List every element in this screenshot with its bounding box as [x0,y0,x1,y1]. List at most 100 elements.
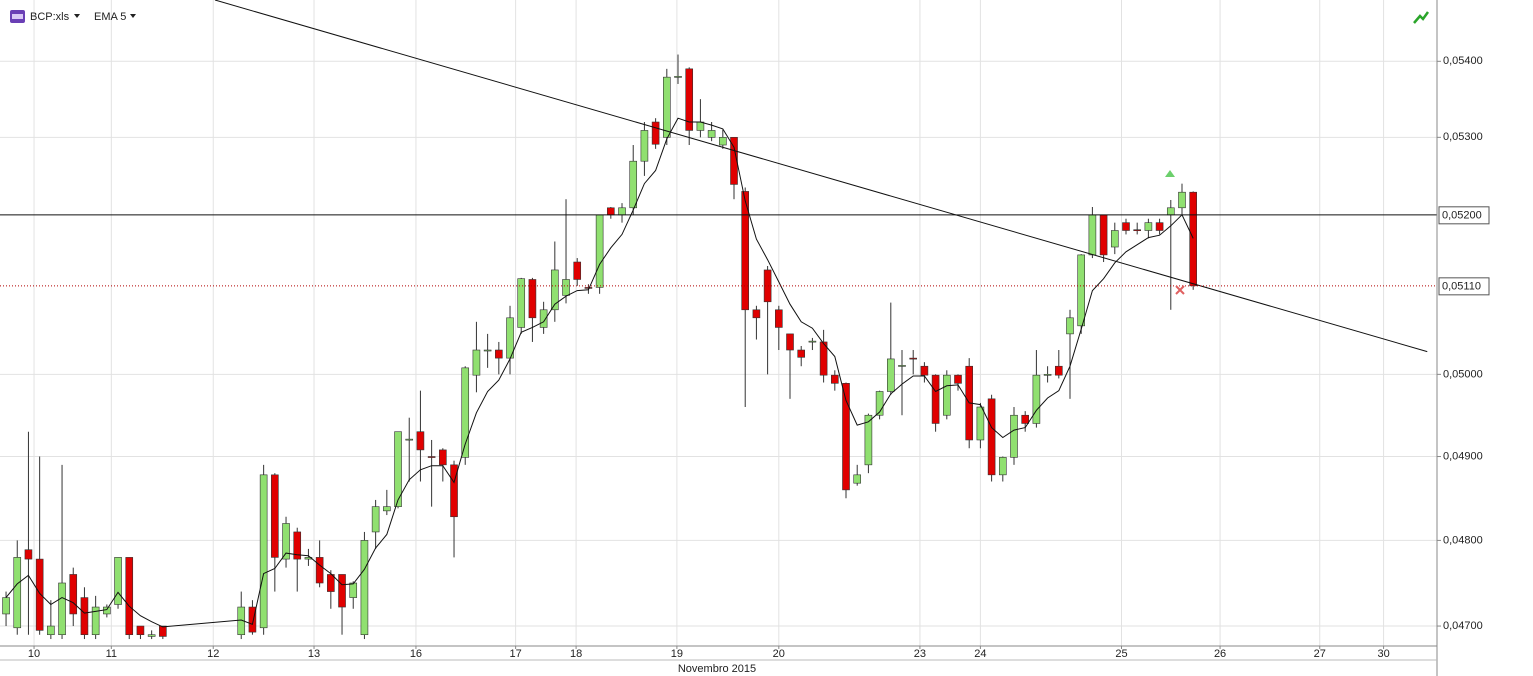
candle-body [1032,374,1041,424]
price-label-box [1438,206,1490,225]
candle-body [394,431,402,507]
candle-body [920,365,929,376]
candle-body [819,341,828,376]
ema-line [5,117,1194,628]
x-tick-label: 19 [671,648,683,660]
candle-body [2,597,10,615]
candle-body [1066,317,1074,335]
indicator-selector[interactable]: EMA 5 [94,11,136,23]
candle-body [998,457,1007,476]
candle-body [483,349,492,352]
candle-body [282,523,290,560]
candle-body [103,606,111,615]
candle-body [875,391,884,416]
y-tick-label: 0,05300 [1443,131,1483,143]
candle-body [573,261,582,280]
candle-body [943,374,951,416]
candle-body [1122,222,1130,231]
candle-body [584,287,593,289]
candle-body [562,279,570,296]
candle-body [640,130,649,162]
candle-body [786,333,794,351]
grid [0,0,1437,646]
x-tick-label: 24 [974,648,986,660]
candle-body [114,557,122,605]
candle-body [416,431,425,451]
candle-body [898,365,906,367]
candle-body [741,191,750,311]
x-tick-label: 11 [106,648,117,660]
candle-body [663,76,671,138]
symbol-name[interactable]: BCP:xls [30,11,70,23]
candle-body [13,557,22,629]
candle-body [1144,222,1153,231]
candle-body [607,207,615,216]
candle-body [58,582,66,636]
candle-body [472,349,481,376]
candle-body [1189,191,1197,287]
x-tick-label: 17 [509,648,521,660]
candle-body [91,606,100,636]
candle-body [1010,414,1018,458]
y-tick-label: 0,04700 [1443,620,1483,632]
candle-body [674,76,682,78]
x-tick-label: 23 [914,648,926,660]
x-tick-label: 10 [28,648,40,660]
candle-body [427,456,436,458]
candle-body [954,374,962,384]
y-tick-label: 0,05000 [1443,368,1483,380]
dropdown-arrow [74,14,80,18]
candle-body [1054,365,1063,376]
y-tick-label: 0,04900 [1443,450,1483,462]
x-tick-label: 16 [410,648,422,660]
x-tick-label: 27 [1314,648,1326,660]
trend-line [214,0,1428,353]
alert-down-marker [1175,285,1185,295]
x-tick-label: 13 [308,648,320,660]
candle-body [248,606,257,633]
candle-body [338,574,346,608]
candle-body [360,540,369,636]
candle-body [987,398,996,476]
candle-body [271,474,279,558]
x-axis-title: Novembro 2015 [678,663,756,675]
candle-body [528,279,537,319]
x-tick-label: 20 [773,648,785,660]
price-label: 0,05200 [1442,210,1482,222]
trend-icon[interactable] [1413,11,1430,24]
x-tick-label: 30 [1377,648,1389,660]
candle-body [24,549,33,560]
candle-body [864,414,873,466]
candle-body [618,207,626,216]
candle-body [495,349,503,359]
candle-body [551,269,559,311]
candle-body [69,574,78,615]
candle-body [136,625,145,636]
candle-body [439,449,447,466]
candle-body [35,558,44,631]
candle-body [450,464,458,518]
candle-body [517,278,526,328]
candle-body [327,574,335,592]
dropdown-arrow [130,14,136,18]
candle-body [315,557,324,584]
candle-body [1021,414,1029,424]
candle-body [1077,254,1085,327]
candle-body [685,68,694,131]
candle-body [931,374,940,424]
candle-body [293,531,302,560]
price-label-box [1438,277,1490,296]
candle-body [842,383,850,491]
candle-body [595,214,604,288]
y-tick-label: 0,05400 [1443,55,1483,67]
candle-body [1043,374,1052,376]
indicator-name[interactable]: EMA 5 [94,11,126,23]
candle-body [797,349,806,358]
candle-body [1099,214,1108,256]
candle-body [461,367,470,458]
symbol-selector[interactable]: BCP:xls [10,10,80,23]
price-label: 0,05110 [1442,281,1481,293]
candle-body [976,406,985,441]
